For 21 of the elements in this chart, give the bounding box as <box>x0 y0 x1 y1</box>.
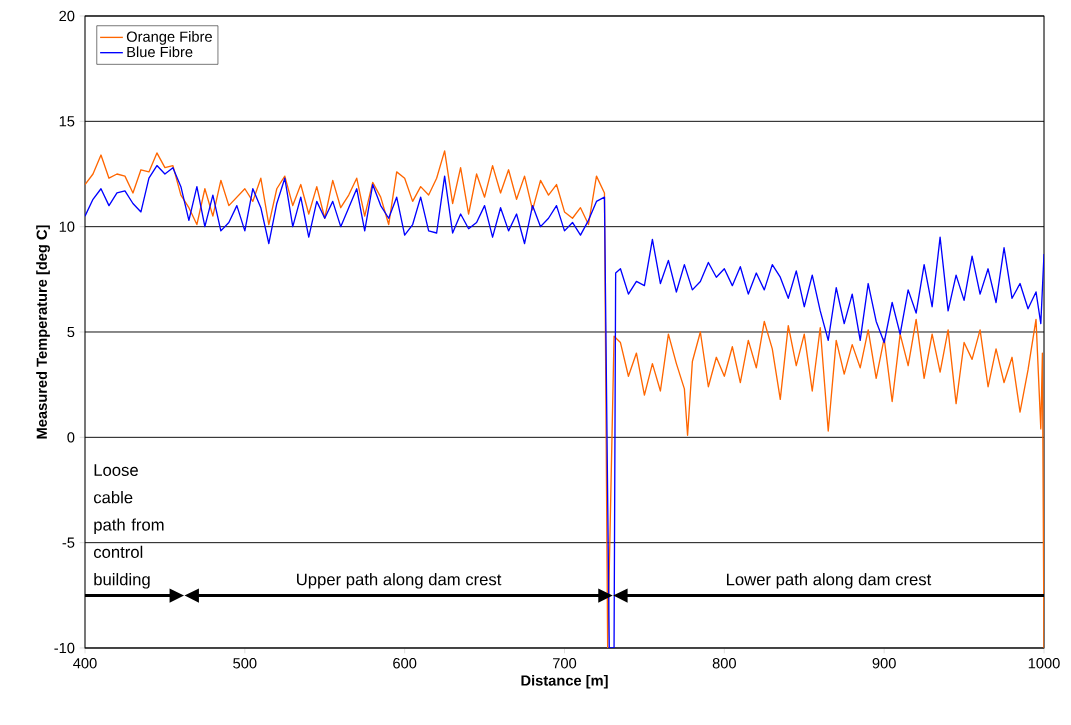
y-axis-title: Measured Temperature [deg C] <box>36 225 50 439</box>
x-axis-title: Distance [m] <box>521 674 608 689</box>
x-tick-label: 800 <box>712 658 736 669</box>
x-tick-label: 400 <box>73 658 97 669</box>
legend-label: Blue Fibre <box>127 46 193 58</box>
x-tick-label: 600 <box>393 658 417 669</box>
annotation: Loose cable path from control building <box>93 464 164 589</box>
legend-label: Orange Fibre <box>126 31 212 45</box>
y-tick-label: 0 <box>67 432 75 443</box>
y-tick-label: -5 <box>62 537 75 548</box>
y-tick-label: -10 <box>54 642 75 654</box>
annotation: Upper path along dam crest <box>297 573 502 589</box>
y-tick-label: 5 <box>67 326 75 338</box>
x-tick-label: 1000 <box>1028 658 1060 669</box>
y-tick-label: 15 <box>59 116 75 127</box>
x-tick-label: 700 <box>553 658 577 669</box>
y-tick-label: 10 <box>59 221 75 232</box>
x-tick-label: 500 <box>233 658 257 669</box>
annotation: Lower path along dam crest <box>726 573 932 589</box>
x-tick-label: 900 <box>872 658 896 669</box>
y-tick-label: 20 <box>59 10 75 22</box>
